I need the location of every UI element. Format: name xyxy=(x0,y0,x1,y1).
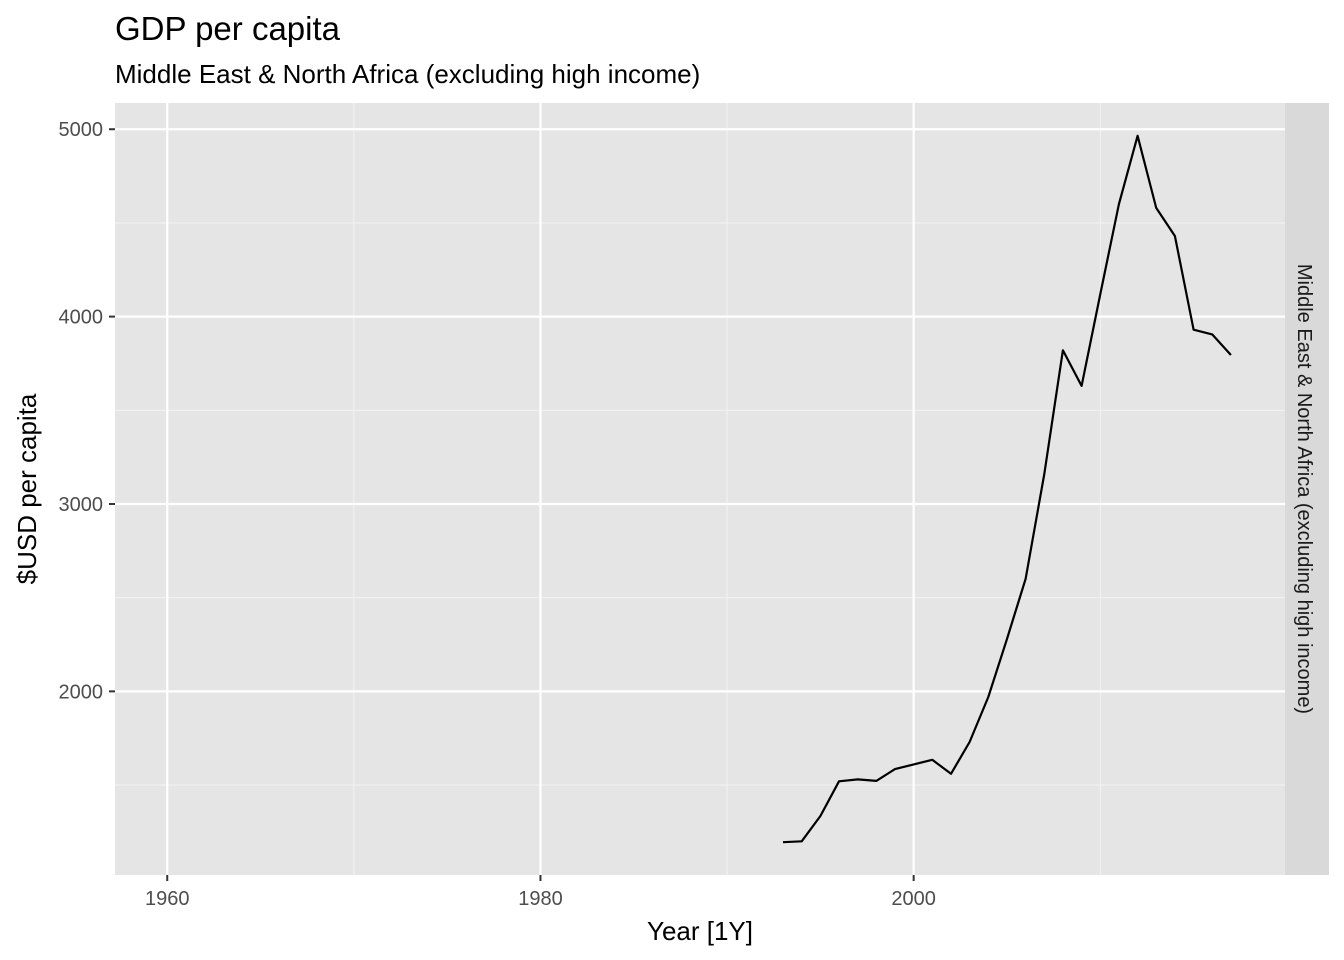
x-axis-title: Year [1Y] xyxy=(647,916,753,946)
y-axis-ticks: 2000 3000 4000 5000 xyxy=(59,119,115,703)
x-tick-label: 1980 xyxy=(518,888,563,910)
major-gridlines xyxy=(115,103,1285,875)
x-tick-label: 2000 xyxy=(891,888,936,910)
series-line xyxy=(782,134,1232,844)
chart-title: GDP per capita xyxy=(115,10,341,47)
chart-subtitle: Middle East & North Africa (excluding hi… xyxy=(115,59,700,89)
y-tick-label: 3000 xyxy=(59,494,104,516)
y-tick-label: 2000 xyxy=(59,681,104,703)
y-axis-title: $USD per capita xyxy=(12,393,42,584)
plot-panel xyxy=(115,103,1285,875)
facet-strip xyxy=(1285,103,1329,875)
facet-strip-label: Middle East & North Africa (excluding hi… xyxy=(1293,264,1315,714)
y-tick-label: 4000 xyxy=(59,307,104,329)
x-tick-label: 1960 xyxy=(145,888,190,910)
x-axis-ticks: 1960 1980 2000 xyxy=(145,875,936,910)
minor-gridlines xyxy=(115,103,1285,875)
y-tick-label: 5000 xyxy=(59,119,104,141)
